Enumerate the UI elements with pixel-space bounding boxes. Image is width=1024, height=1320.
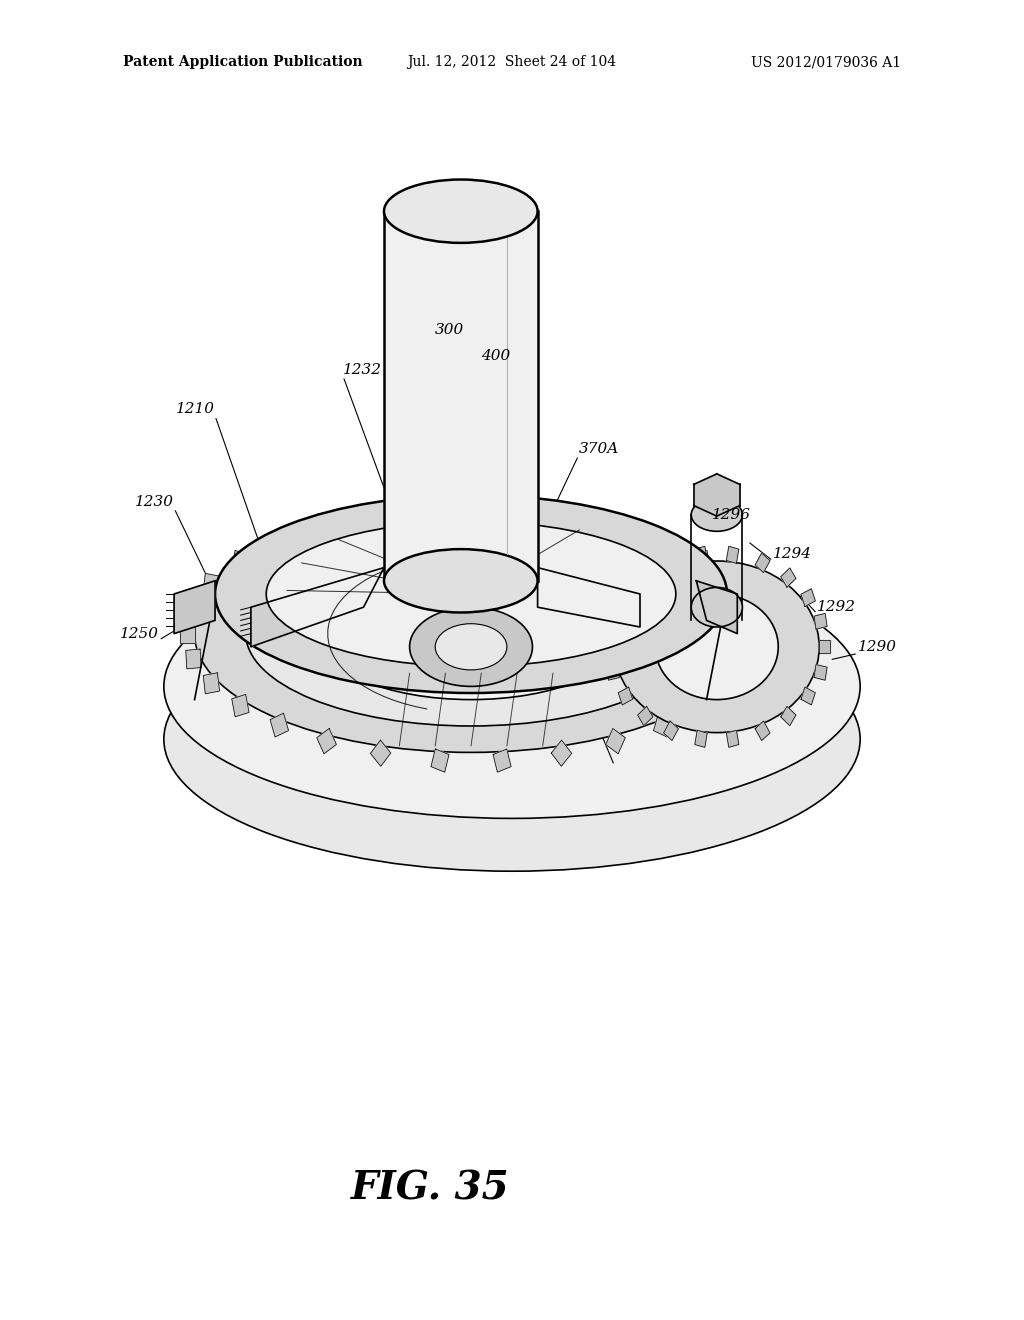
Ellipse shape [164, 554, 860, 818]
Polygon shape [494, 748, 511, 772]
Polygon shape [203, 573, 219, 594]
Text: 1290: 1290 [858, 640, 897, 653]
Polygon shape [664, 553, 679, 573]
Text: Patent Application Publication: Patent Application Publication [123, 55, 362, 70]
Polygon shape [723, 573, 739, 594]
Polygon shape [693, 550, 711, 573]
Polygon shape [653, 713, 672, 737]
Polygon shape [664, 721, 679, 741]
Polygon shape [231, 550, 249, 573]
Polygon shape [606, 513, 626, 539]
Polygon shape [270, 531, 289, 554]
Ellipse shape [435, 623, 507, 671]
Polygon shape [618, 688, 633, 705]
Polygon shape [316, 729, 336, 754]
Text: 1250: 1250 [120, 627, 159, 640]
Text: Jul. 12, 2012  Sheet 24 of 104: Jul. 12, 2012 Sheet 24 of 104 [408, 55, 616, 70]
Ellipse shape [246, 541, 696, 726]
Polygon shape [780, 568, 796, 587]
Text: FIG. 35: FIG. 35 [351, 1170, 509, 1206]
Polygon shape [693, 474, 740, 516]
Polygon shape [185, 598, 201, 618]
Polygon shape [726, 730, 738, 747]
Text: 400: 400 [481, 350, 511, 363]
Polygon shape [819, 640, 830, 653]
Polygon shape [270, 713, 289, 737]
Polygon shape [371, 741, 391, 767]
Polygon shape [741, 598, 757, 618]
Polygon shape [696, 581, 737, 634]
Polygon shape [695, 546, 708, 564]
Ellipse shape [164, 607, 860, 871]
Polygon shape [551, 500, 571, 527]
Polygon shape [494, 495, 511, 519]
Polygon shape [431, 495, 449, 519]
Ellipse shape [410, 607, 532, 686]
Text: 1232: 1232 [343, 363, 382, 376]
Polygon shape [723, 673, 739, 694]
Polygon shape [814, 614, 827, 630]
Text: 370A: 370A [579, 442, 618, 455]
Ellipse shape [384, 549, 538, 612]
Polygon shape [371, 500, 391, 527]
Text: 1230: 1230 [135, 495, 174, 508]
Text: 300: 300 [435, 323, 465, 337]
Polygon shape [755, 721, 770, 741]
Text: 1296: 1296 [712, 508, 751, 521]
Text: 1292: 1292 [817, 601, 856, 614]
Polygon shape [551, 741, 571, 767]
Ellipse shape [691, 499, 742, 532]
Polygon shape [693, 694, 711, 717]
Polygon shape [606, 729, 626, 754]
Ellipse shape [317, 568, 625, 700]
Text: 1210: 1210 [176, 403, 215, 416]
Polygon shape [606, 614, 620, 630]
Polygon shape [618, 589, 633, 606]
Polygon shape [384, 211, 538, 581]
Polygon shape [316, 513, 336, 539]
Polygon shape [741, 649, 757, 669]
Ellipse shape [655, 594, 778, 700]
Text: 1294: 1294 [773, 548, 812, 561]
Polygon shape [603, 640, 614, 653]
Polygon shape [726, 546, 738, 564]
Ellipse shape [195, 515, 748, 752]
Polygon shape [606, 664, 620, 680]
Polygon shape [185, 649, 201, 669]
Ellipse shape [384, 180, 538, 243]
Polygon shape [174, 581, 215, 634]
Polygon shape [801, 688, 815, 705]
Polygon shape [801, 589, 815, 606]
Ellipse shape [215, 495, 727, 693]
Polygon shape [638, 706, 653, 726]
Polygon shape [251, 568, 384, 647]
Polygon shape [748, 624, 762, 643]
Polygon shape [755, 553, 770, 573]
Polygon shape [814, 664, 827, 680]
Ellipse shape [614, 561, 819, 733]
Polygon shape [695, 730, 708, 747]
Polygon shape [780, 706, 796, 726]
Polygon shape [231, 694, 249, 717]
Polygon shape [653, 531, 672, 554]
Ellipse shape [691, 587, 742, 627]
Polygon shape [538, 568, 640, 627]
Polygon shape [203, 673, 219, 694]
Polygon shape [638, 568, 653, 587]
Polygon shape [431, 748, 449, 772]
Text: US 2012/0179036 A1: US 2012/0179036 A1 [751, 55, 901, 70]
Polygon shape [180, 624, 195, 643]
Ellipse shape [266, 521, 676, 667]
